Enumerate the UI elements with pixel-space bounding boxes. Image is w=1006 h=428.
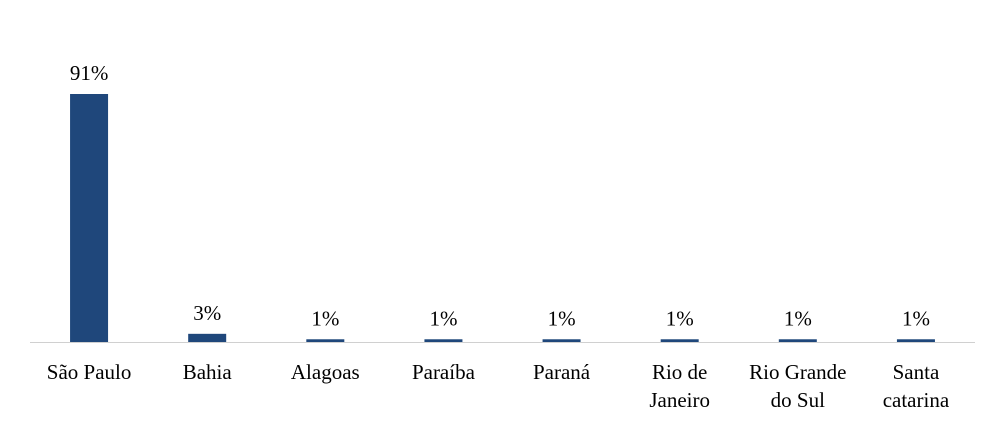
bar xyxy=(424,339,463,342)
x-tick-label: Paraná xyxy=(532,360,591,384)
data-label: 1% xyxy=(311,306,339,330)
x-tick-label: Paraíba xyxy=(411,360,475,384)
x-tick-label: Alagoas xyxy=(290,360,360,384)
bar xyxy=(660,339,699,342)
x-tick-label: Santa catarina xyxy=(882,360,950,412)
bar xyxy=(542,339,581,342)
bar xyxy=(896,339,935,342)
data-label: 1% xyxy=(429,306,457,330)
x-tick-label: Rio de Janeiro xyxy=(649,360,711,412)
data-label: 3% xyxy=(193,301,221,325)
data-label: 1% xyxy=(666,306,694,330)
bar xyxy=(306,339,345,342)
x-tick-label: Rio Grande do Sul xyxy=(749,360,847,412)
bar xyxy=(188,333,227,342)
bar xyxy=(70,94,109,342)
data-label: 1% xyxy=(548,306,576,330)
data-label: 1% xyxy=(902,306,930,330)
data-label: 1% xyxy=(784,306,812,330)
x-tick-label: Bahia xyxy=(182,360,232,384)
bar xyxy=(778,339,817,342)
data-label: 91% xyxy=(70,61,109,85)
x-tick-label: São Paulo xyxy=(46,360,132,384)
